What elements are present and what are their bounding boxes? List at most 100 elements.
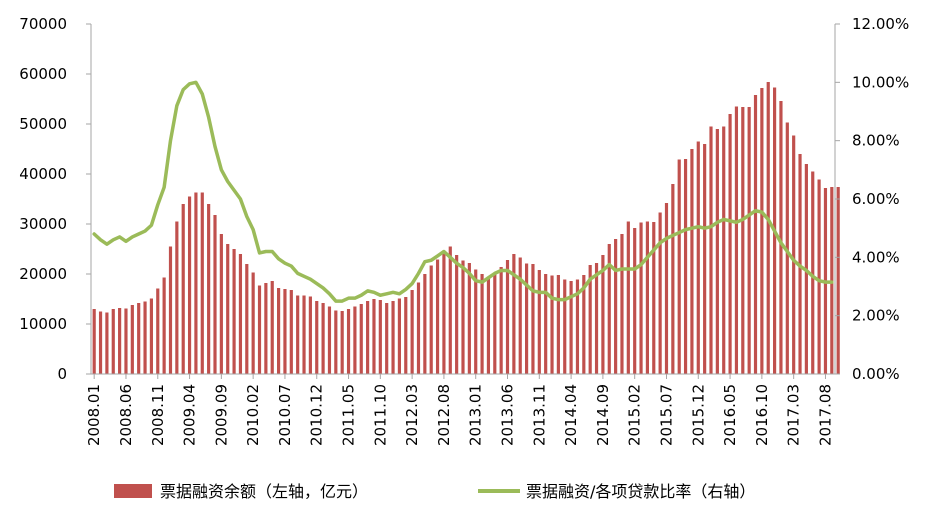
bar-2012.05 — [423, 274, 427, 374]
bar-2015.10 — [683, 159, 688, 374]
bar-2015.06 — [658, 212, 662, 374]
bar-2010.07 — [283, 289, 287, 374]
right-tick-label: 6.00% — [852, 190, 900, 208]
x-tick-label: 2016.10 — [753, 384, 771, 446]
bar-2008.06 — [124, 308, 128, 374]
bar-2009.06 — [200, 192, 204, 374]
bar-2014.04 — [569, 281, 573, 374]
x-tick-label: 2014.09 — [594, 384, 612, 446]
bar-2014.01 — [550, 275, 554, 374]
x-tick-label: 2013.11 — [530, 384, 548, 446]
bar-2016.01 — [703, 144, 707, 374]
bar-2011.04 — [340, 311, 344, 374]
bar-2015.11 — [690, 149, 694, 374]
bar-2010.03 — [257, 285, 262, 374]
bar-2009.10 — [226, 244, 230, 374]
bar-2017.03 — [792, 135, 796, 374]
bar-2016.04 — [722, 126, 726, 374]
bar-2016.08 — [747, 107, 751, 374]
bar-2011.06 — [353, 306, 357, 374]
x-tick-label: 2015.02 — [626, 384, 644, 446]
bar-2014.07 — [588, 265, 592, 374]
bar-2012.12 — [467, 263, 471, 374]
right-tick-label: 12.00% — [852, 15, 909, 33]
bar-2008.04 — [111, 309, 115, 374]
bar-2015.05 — [652, 222, 656, 374]
x-tick-label: 2008.06 — [117, 384, 135, 446]
right-tick-label: 2.00% — [852, 307, 900, 325]
x-tick-label: 2008.11 — [149, 384, 167, 446]
bar-2014.03 — [563, 279, 567, 374]
bar-2014.05 — [575, 279, 580, 374]
right-axis-ticks: 0.00% 2.00% 4.00% 6.00% 8.00% 10.00% 12.00% — [835, 15, 909, 383]
bar-2010.09 — [296, 295, 300, 374]
bar-2015.07 — [664, 203, 669, 374]
bar-2012.07 — [435, 259, 440, 374]
x-tick-label: 2011.10 — [371, 384, 389, 446]
bar-2012.08 — [442, 253, 446, 374]
bar-2015.01 — [626, 221, 630, 374]
x-tick-label: 2011.05 — [340, 384, 358, 446]
bar-2016.05 — [728, 114, 732, 374]
bar-2015.08 — [671, 184, 675, 374]
bar-2009.03 — [181, 204, 185, 374]
bar-2010.01 — [245, 264, 249, 374]
x-tick-label: 2015.12 — [689, 384, 707, 446]
bar-2013.02 — [480, 274, 484, 374]
legend-bar-swatch — [114, 484, 152, 498]
bar-2011.03 — [334, 310, 338, 374]
bar-2014.06 — [582, 275, 586, 374]
bar-2017.02 — [785, 122, 789, 374]
bar-2008.08 — [137, 303, 141, 374]
bar-2014.09 — [601, 255, 605, 374]
x-tick-label: 2016.05 — [721, 384, 739, 446]
x-tick-label: 2010.12 — [308, 384, 326, 446]
bar-2009.12 — [238, 254, 243, 374]
bar-2016.06 — [734, 106, 739, 374]
legend-line-label: 票据融资/各项贷款比率（右轴） — [526, 482, 755, 501]
line-series — [92, 80, 834, 303]
bar-2012.01 — [397, 298, 401, 374]
bar-2016.03 — [715, 129, 719, 374]
left-tick-label: 60000 — [19, 65, 67, 83]
x-tick-label: 2013.01 — [467, 384, 485, 446]
bar-2011.10 — [378, 300, 382, 374]
bar-2013.07 — [512, 254, 516, 374]
bar-2008.09 — [143, 301, 147, 374]
bar-2008.10 — [149, 298, 153, 374]
bar-2015.09 — [677, 159, 681, 374]
bar-2013.05 — [499, 267, 503, 374]
bar-2009.09 — [219, 234, 223, 374]
right-tick-label: 0.00% — [852, 365, 900, 383]
left-tick-label: 40000 — [19, 165, 67, 183]
bar-2013.06 — [505, 260, 510, 374]
bar-2015.03 — [639, 222, 643, 374]
bar-2010.12 — [315, 301, 319, 374]
bar-2013.12 — [544, 274, 548, 374]
bar-2012.09 — [448, 246, 452, 374]
x-tick-label: 2010.07 — [276, 384, 294, 446]
bar-2008.05 — [118, 308, 122, 374]
left-tick-label: 20000 — [19, 265, 67, 283]
x-tick-label: 2015.07 — [657, 384, 675, 446]
bar-2015.12 — [696, 141, 700, 374]
bar-2016.07 — [741, 107, 745, 374]
bar-2013.03 — [486, 277, 491, 374]
x-tick-label: 2012.03 — [403, 384, 421, 446]
bar-undefined — [836, 187, 840, 374]
legend: 票据融资余额（左轴，亿元） 票据融资/各项贷款比率（右轴） — [114, 482, 755, 501]
bar-2008.02 — [98, 311, 103, 374]
bar-2013.09 — [525, 263, 529, 374]
bar-2014.10 — [607, 244, 611, 374]
right-tick-label: 10.00% — [852, 73, 909, 91]
bar-2014.11 — [614, 239, 618, 374]
bar-2010.04 — [264, 283, 268, 374]
bar-2014.02 — [556, 275, 560, 374]
bar-2017.06 — [811, 171, 815, 374]
x-tick-label: 2008.01 — [85, 384, 103, 446]
bar-2016.09 — [753, 95, 758, 374]
bar-2016.02 — [709, 126, 713, 374]
bar-2009.05 — [194, 192, 198, 374]
bar-2010.05 — [270, 281, 274, 374]
